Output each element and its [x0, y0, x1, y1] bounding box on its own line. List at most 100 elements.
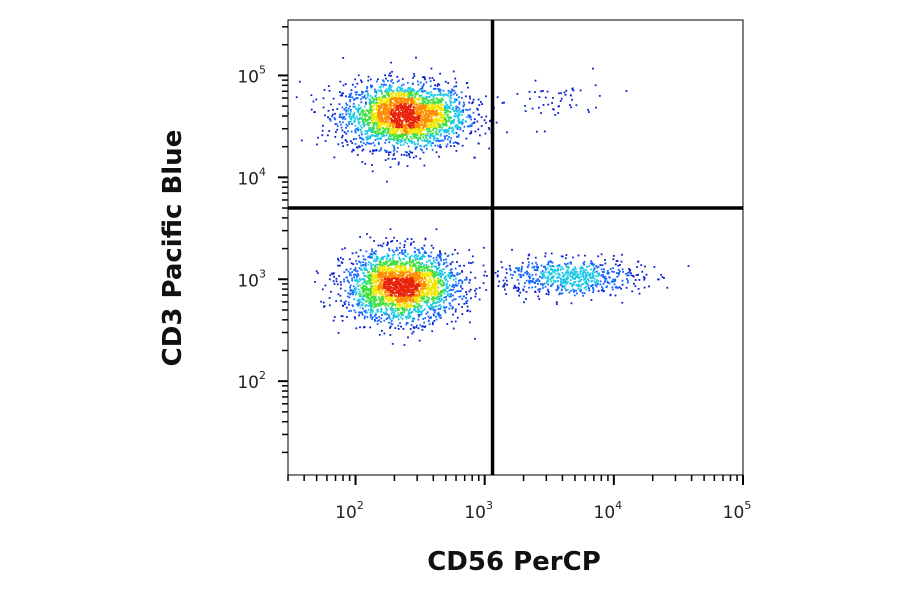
data-point: [653, 266, 656, 268]
data-point: [345, 109, 348, 112]
data-point: [426, 99, 428, 102]
data-point: [449, 288, 452, 291]
data-point: [431, 105, 433, 108]
data-point: [601, 264, 604, 267]
data-point: [368, 98, 371, 101]
data-point: [451, 261, 454, 263]
data-point: [558, 265, 561, 268]
data-point: [574, 268, 577, 271]
data-point: [433, 122, 435, 125]
data-point: [383, 319, 386, 322]
data-point: [354, 269, 357, 272]
data-point: [365, 288, 367, 290]
data-point: [446, 131, 449, 133]
data-point: [614, 280, 616, 282]
data-point: [369, 305, 372, 307]
data-point: [347, 292, 350, 295]
data-point: [423, 264, 425, 266]
data-point: [541, 270, 544, 272]
data-point: [519, 273, 522, 276]
data-point: [536, 267, 539, 269]
data-point: [419, 291, 422, 294]
data-point: [437, 261, 440, 264]
data-point: [386, 125, 389, 128]
data-point: [409, 259, 411, 262]
data-point: [348, 121, 350, 123]
data-point: [391, 260, 394, 263]
data-point: [565, 265, 568, 268]
data-point: [432, 257, 435, 260]
data-point: [442, 114, 445, 117]
data-point: [561, 255, 564, 258]
data-point: [356, 278, 358, 281]
data-point: [374, 102, 377, 104]
data-point: [559, 292, 561, 295]
data-point: [465, 276, 468, 279]
data-point: [515, 286, 518, 289]
data-point: [363, 125, 365, 128]
data-point: [427, 109, 430, 112]
data-point: [451, 274, 454, 277]
data-point: [447, 107, 450, 110]
data-point: [357, 127, 359, 129]
data-point: [396, 309, 399, 312]
data-point: [421, 129, 424, 132]
data-point: [402, 307, 405, 310]
data-point: [380, 102, 383, 105]
data-point: [430, 294, 433, 296]
data-point: [440, 99, 442, 102]
data-point: [386, 270, 389, 272]
data-point: [340, 126, 343, 129]
data-point: [447, 275, 450, 278]
data-point: [385, 101, 387, 104]
data-point: [558, 293, 560, 296]
data-point: [458, 290, 461, 293]
data-point: [367, 92, 369, 95]
data-point: [348, 296, 351, 299]
data-point: [402, 143, 405, 146]
data-point: [414, 254, 416, 257]
data-point: [395, 137, 398, 140]
data-point: [414, 277, 417, 280]
data-point: [339, 80, 342, 83]
data-point: [399, 130, 402, 132]
data-point: [389, 334, 392, 336]
data-point: [382, 94, 385, 97]
data-point: [545, 276, 548, 279]
data-point: [357, 274, 360, 277]
data-point: [407, 90, 409, 92]
data-point: [386, 277, 388, 279]
data-point: [369, 273, 371, 276]
data-point: [543, 130, 546, 133]
data-point: [390, 302, 393, 304]
data-point: [393, 135, 396, 138]
data-point: [538, 280, 541, 282]
data-point: [389, 262, 392, 265]
data-point: [465, 302, 468, 304]
data-point: [392, 259, 395, 262]
data-point: [452, 132, 455, 134]
data-point: [361, 295, 363, 298]
data-point: [380, 105, 382, 107]
data-point: [428, 109, 431, 112]
data-point: [406, 303, 409, 306]
data-point: [422, 115, 424, 118]
data-point: [382, 79, 384, 82]
data-point: [614, 294, 617, 297]
data-point: [374, 299, 377, 301]
data-point: [375, 304, 378, 307]
data-point: [424, 133, 427, 135]
data-point: [436, 94, 439, 96]
data-point: [391, 268, 394, 271]
data-point: [418, 275, 421, 278]
data-point: [378, 150, 381, 152]
data-point: [363, 112, 366, 115]
data-point: [596, 272, 599, 275]
data-point: [403, 134, 405, 136]
data-point: [355, 137, 357, 140]
data-point: [458, 113, 461, 116]
data-point: [446, 280, 449, 283]
data-point: [556, 276, 558, 279]
data-point: [391, 144, 394, 147]
data-point: [378, 128, 380, 130]
